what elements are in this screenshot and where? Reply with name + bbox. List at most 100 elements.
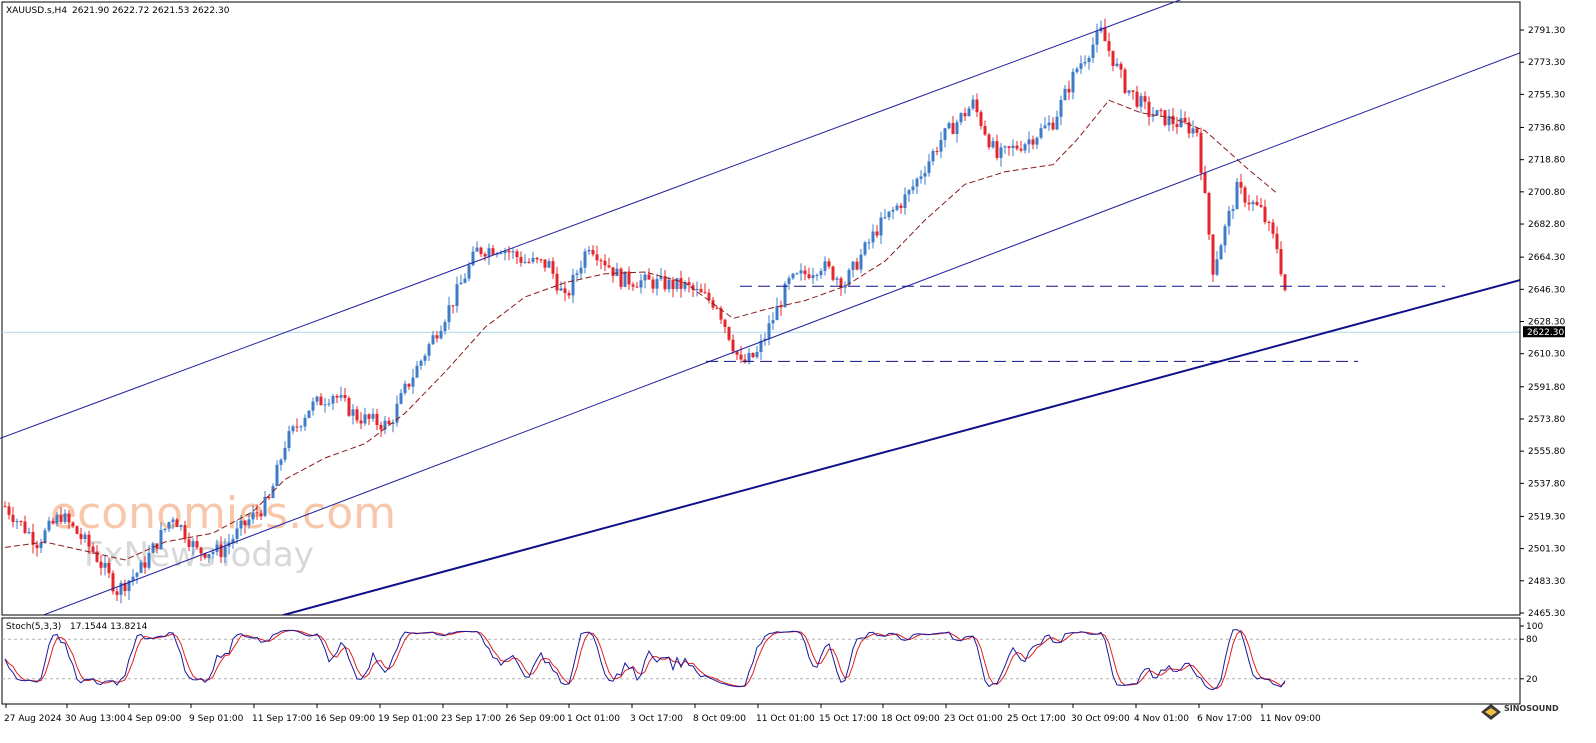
- candle-body: [991, 141, 995, 148]
- stoch-panel-border: [1, 617, 1521, 705]
- y-tick-label: 2555.80: [1528, 447, 1565, 457]
- y-tick-label: 2591.80: [1528, 383, 1565, 393]
- candle-body: [275, 464, 279, 487]
- candle-body: [327, 403, 331, 405]
- candle-body: [1243, 187, 1247, 203]
- candle-body: [835, 278, 839, 280]
- y-tick-label: 2736.80: [1528, 123, 1565, 133]
- candle-body: [463, 278, 467, 283]
- candle-body: [383, 420, 387, 430]
- candle-body: [1115, 63, 1119, 67]
- y-tick-label: 2573.80: [1528, 415, 1565, 425]
- candle-body: [39, 542, 43, 549]
- candle-body: [1071, 71, 1075, 93]
- candle-body: [443, 322, 447, 331]
- candle-body: [179, 525, 183, 527]
- candle-body: [947, 123, 951, 129]
- channel-upper-line: [0, 0, 1182, 439]
- candle-body: [675, 278, 679, 289]
- candle-body: [343, 395, 347, 399]
- candle-body: [107, 563, 111, 574]
- candle-body: [119, 582, 123, 595]
- y-tick-label: 2682.80: [1528, 220, 1565, 230]
- candle-body: [11, 514, 15, 522]
- candle-body: [715, 307, 719, 309]
- candle-body: [771, 320, 775, 324]
- x-tick-label: 30 Oct 09:00: [1071, 714, 1130, 724]
- candle-body: [1183, 117, 1187, 123]
- candle-body: [319, 396, 323, 406]
- candle-body: [587, 249, 591, 252]
- candle-body: [851, 261, 855, 270]
- candle-body: [219, 544, 223, 558]
- candle-body: [955, 122, 959, 135]
- candle-body: [699, 288, 703, 293]
- candle-body: [663, 276, 667, 290]
- candle-body: [411, 377, 415, 387]
- candle-body: [847, 269, 851, 286]
- candle-body: [27, 532, 31, 534]
- candle-body: [395, 403, 399, 423]
- svg-text:SINOSOUND: SINOSOUND: [1504, 704, 1559, 713]
- candle-body: [143, 562, 147, 568]
- candle-body: [843, 285, 847, 288]
- y-tick-label: 2646.30: [1528, 285, 1565, 295]
- candle-body: [315, 396, 319, 402]
- candle-body: [1211, 234, 1215, 275]
- candle-body: [539, 259, 543, 261]
- candle-body: [811, 275, 815, 279]
- candle-body: [899, 205, 903, 209]
- candle-body: [531, 257, 535, 262]
- candle-body: [267, 496, 271, 499]
- candle-body: [127, 580, 131, 592]
- candle-body: [607, 265, 611, 268]
- stoch-tick-label: 20: [1526, 675, 1538, 685]
- candle-body: [147, 552, 151, 568]
- candle-body: [563, 288, 567, 294]
- candle-body: [1075, 68, 1079, 72]
- x-tick-label: 8 Oct 09:00: [693, 714, 746, 724]
- candle-body: [1195, 128, 1199, 133]
- candle-body: [603, 260, 607, 266]
- candle-body: [111, 573, 115, 592]
- candle-body: [1015, 145, 1019, 149]
- candle-body: [903, 194, 907, 209]
- candle-body: [987, 134, 991, 148]
- y-tick-label: 2755.30: [1528, 90, 1565, 100]
- candle-body: [323, 404, 327, 406]
- candle-body: [651, 279, 655, 289]
- candle-body: [55, 515, 59, 524]
- candle-body: [1239, 181, 1243, 188]
- candle-body: [667, 279, 671, 290]
- candle-body: [1135, 91, 1139, 107]
- candle-body: [975, 99, 979, 113]
- candle-body: [507, 250, 511, 253]
- candle-body: [43, 530, 47, 543]
- candle-body: [1047, 122, 1051, 126]
- candle-body: [791, 273, 795, 279]
- x-tick-label: 11 Nov 09:00: [1260, 714, 1321, 724]
- stoch-values: 17.1544 13.8214: [70, 622, 148, 632]
- candle-body: [543, 259, 547, 268]
- candle-body: [183, 525, 187, 540]
- candle-body: [459, 282, 463, 285]
- candle-body: [1175, 124, 1179, 128]
- candle-body: [415, 365, 419, 378]
- candle-body: [751, 352, 755, 358]
- candle-body: [787, 278, 791, 284]
- candle-body: [115, 591, 119, 595]
- x-tick-label: 23 Oct 01:00: [944, 714, 1003, 724]
- candle-body: [419, 360, 423, 366]
- candle-body: [7, 506, 11, 515]
- y-tick-label: 2501.30: [1528, 545, 1565, 555]
- candle-body: [1019, 148, 1023, 151]
- candle-body: [407, 383, 411, 387]
- candle-body: [879, 217, 883, 236]
- candle-body: [615, 268, 619, 277]
- candle-body: [307, 410, 311, 418]
- x-tick-label: 4 Nov 01:00: [1134, 714, 1189, 724]
- candle-body: [647, 274, 651, 280]
- candle-body: [159, 529, 163, 549]
- candle-body: [519, 257, 523, 263]
